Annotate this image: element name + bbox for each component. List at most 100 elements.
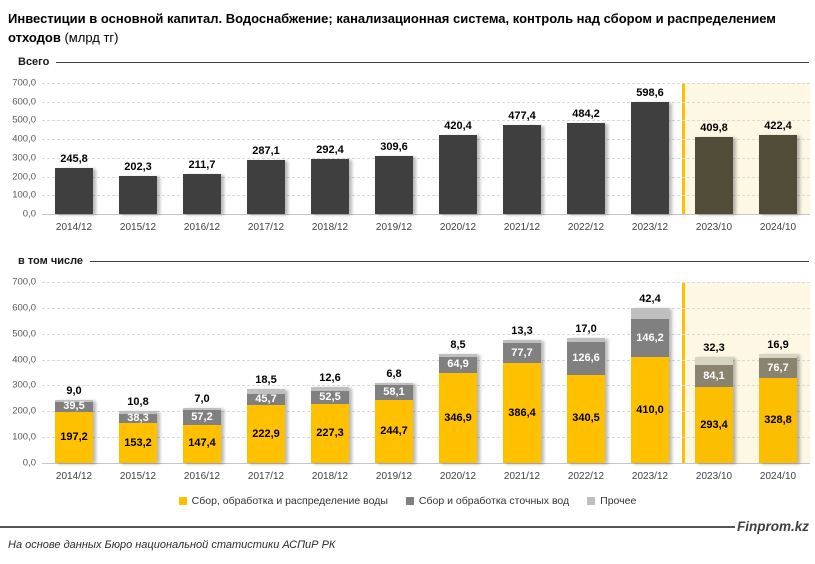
- gridline: [42, 139, 810, 141]
- footer-line: [0, 525, 735, 528]
- x-tick-label: 2021/12: [503, 222, 541, 233]
- segment-label: 52,5: [319, 390, 341, 403]
- bar-column-2022/12: 17,0 126,6 340,5: [554, 282, 618, 463]
- section-label-total: Всего: [18, 56, 50, 68]
- segment: 38,3: [119, 411, 157, 424]
- plot-area-total: 245,8 202,3 211,7 287,1 292,4 309,6 420,4 477,4…: [42, 83, 810, 215]
- y-axis: 700,0 600,0 500,0 400,0 300,0 200,0 100,0 0,0: [0, 277, 42, 469]
- bar: [503, 124, 541, 214]
- segment: 328,8: [759, 377, 797, 463]
- y-tick-label: 200,0: [12, 171, 36, 183]
- segment-label: 64,9: [447, 358, 469, 371]
- bar-column-2020/12: 8,5 64,9 346,9: [426, 282, 490, 463]
- bar-column-2015/12: 10,8 38,3 153,2: [106, 282, 170, 463]
- bar-column-2023/10: 32,3 84,1 293,4: [682, 282, 746, 463]
- y-tick-label: 400,0: [12, 354, 36, 366]
- stacked-bar: 45,7 222,9: [247, 388, 285, 463]
- segment: 57,2: [183, 410, 221, 425]
- y-tick-label: 0,0: [22, 457, 36, 469]
- y-tick-label: 600,0: [12, 96, 36, 108]
- x-tick-label: 2020/12: [439, 222, 477, 233]
- bar-column-2016/12: 7,0 57,2 147,4: [170, 282, 234, 463]
- segment-label: 346,9: [444, 411, 472, 424]
- bar-column-2014/12: 245,8: [42, 83, 106, 214]
- bar: [759, 134, 797, 214]
- value-label: 484,2: [572, 108, 600, 121]
- segment: [503, 339, 541, 344]
- segment: 346,9: [439, 373, 477, 463]
- bar: [183, 174, 221, 214]
- segment: 45,7: [247, 392, 285, 406]
- value-label: 477,4: [508, 109, 536, 122]
- bar-columns: 9,0 39,5 197,2 10,8 38,3 153,2 7,0 57,2 147,4 18,…: [42, 282, 810, 463]
- segment-label: 38,3: [127, 411, 149, 424]
- bar-column-2022/12: 484,2: [554, 83, 618, 214]
- segment: 146,2: [631, 319, 669, 357]
- segment: 52,5: [311, 390, 349, 405]
- gridline: [42, 282, 810, 283]
- gridline: [42, 195, 810, 197]
- x-tick-label: 2014/12: [55, 471, 93, 482]
- bar: [55, 168, 93, 214]
- value-label: 8,5: [450, 339, 466, 352]
- segment-label: 340,5: [572, 412, 600, 425]
- segment: 293,4: [695, 387, 733, 463]
- value-label: 202,3: [124, 161, 152, 174]
- x-tick-label: 2016/12: [183, 222, 221, 233]
- y-axis: 700,0 600,0 500,0 400,0 300,0 200,0 100,0 0,0: [0, 78, 42, 220]
- segment-label: 126,6: [572, 352, 600, 365]
- title-text: Инвестиции в основной капитал. Водоснабж…: [8, 11, 776, 45]
- gridline: [42, 157, 810, 159]
- legend-label-other: Прочее: [600, 495, 637, 507]
- source-note: На основе данных Бюро национальной стати…: [8, 539, 336, 551]
- segment-label: 45,7: [255, 392, 277, 405]
- stacked-bar: 57,2 147,4: [183, 408, 221, 463]
- x-tick-label: 2023/10: [695, 471, 733, 482]
- value-label: 42,4: [639, 293, 661, 306]
- segment: 58,1: [375, 384, 413, 400]
- segment: 77,7: [503, 343, 541, 364]
- section-label-detail: в том числе: [18, 255, 84, 267]
- y-tick-label: 300,0: [12, 152, 36, 164]
- segment: [55, 399, 93, 402]
- legend-label-water: Сбор, обработка и распределение воды: [191, 495, 388, 507]
- stacked-bar: 146,2 410,0: [631, 308, 669, 463]
- x-tick-label: 2017/12: [247, 471, 285, 482]
- bar-column-2023/12: 42,4 146,2 410,0: [618, 282, 682, 463]
- legend-item-other: Прочее: [587, 495, 636, 507]
- bar: [247, 160, 285, 214]
- segment: 197,2: [55, 412, 93, 463]
- segment: 153,2: [119, 423, 157, 463]
- bar-column-2019/12: 309,6: [362, 83, 426, 214]
- gridline: [42, 120, 810, 122]
- segment-label: 146,2: [636, 331, 664, 344]
- x-tick-label: 2019/12: [375, 471, 413, 482]
- y-tick-label: 100,0: [12, 431, 36, 443]
- stacked-bar: 39,5 197,2: [55, 399, 93, 463]
- plot-area-detail: 9,0 39,5 197,2 10,8 38,3 153,2 7,0 57,2 147,4 18,…: [42, 282, 810, 464]
- segment: [247, 388, 285, 394]
- segment: 84,1: [695, 365, 733, 388]
- segment-label: 244,7: [380, 424, 408, 437]
- bar: [119, 176, 157, 214]
- segment: 227,3: [311, 404, 349, 463]
- segment-label: 410,0: [636, 403, 664, 416]
- segment: 222,9: [247, 405, 285, 463]
- segment: [631, 308, 669, 320]
- segment: 244,7: [375, 399, 413, 463]
- stacked-bar: 84,1 293,4: [695, 357, 733, 463]
- segment: 76,7: [759, 358, 797, 378]
- x-tick-label: 2021/12: [503, 471, 541, 482]
- segment-label: 76,7: [767, 361, 789, 374]
- value-label: 292,4: [316, 144, 344, 157]
- value-label: 211,7: [188, 159, 216, 172]
- y-tick-label: 500,0: [12, 114, 36, 126]
- value-label: 287,1: [252, 145, 280, 158]
- bar-column-2018/12: 292,4: [298, 83, 362, 214]
- stacked-bar: 77,7 386,4: [503, 339, 541, 463]
- x-tick-label: 2023/12: [631, 471, 669, 482]
- stacked-bar: 38,3 153,2: [119, 410, 157, 463]
- gridline: [42, 411, 810, 413]
- x-tick-label: 2015/12: [119, 471, 157, 482]
